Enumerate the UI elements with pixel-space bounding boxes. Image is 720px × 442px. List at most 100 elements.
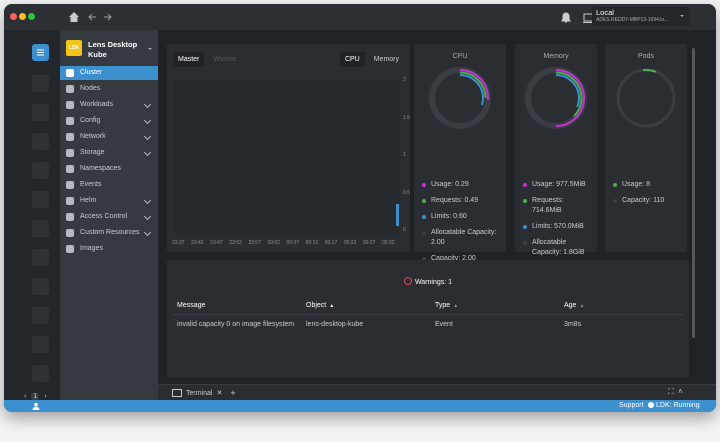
sidebar-item[interactable]: Access Control bbox=[60, 210, 158, 224]
hotbar-slot[interactable] bbox=[32, 336, 49, 353]
legend-dot bbox=[613, 199, 617, 203]
x-axis-label: 00:07 bbox=[286, 240, 300, 246]
status-bar: Support LDK: Running bbox=[4, 400, 716, 412]
sidebar-item[interactable]: Helm bbox=[60, 194, 158, 208]
hotbar-slot[interactable] bbox=[32, 162, 49, 179]
hotbar-slot[interactable] bbox=[32, 249, 49, 266]
sort-arrow: ▲ bbox=[453, 303, 459, 309]
legend-label: Limits: 0.60 bbox=[431, 213, 467, 220]
item-label: Images bbox=[80, 245, 103, 252]
catalog-button[interactable] bbox=[32, 44, 49, 61]
item-icon bbox=[66, 181, 74, 189]
hotbar-slot[interactable] bbox=[32, 104, 49, 121]
legend-item: Usage: 977.5MiB bbox=[523, 180, 591, 190]
legend-dot bbox=[422, 231, 426, 235]
legend-item: Allocatable Capacity: 1.8GiB bbox=[523, 238, 591, 258]
hotbar-slot[interactable] bbox=[32, 220, 49, 237]
close-button[interactable] bbox=[10, 13, 17, 20]
usage-bar bbox=[396, 204, 399, 226]
cluster-selector[interactable]: Local ADES.REDDY-MBP13-1694.lo... bbox=[592, 7, 690, 26]
item-label: Namespaces bbox=[80, 165, 121, 172]
hotbar-slot[interactable] bbox=[32, 133, 49, 150]
item-label: Custom Resources bbox=[80, 229, 140, 236]
hotbar-slot[interactable] bbox=[32, 191, 49, 208]
item-label: Cluster bbox=[80, 69, 103, 76]
legend-item: Capacity: 2.00 bbox=[422, 254, 500, 264]
table-cell: 3m8s bbox=[564, 321, 582, 328]
expand-chevron bbox=[143, 148, 152, 157]
dropdown-arrow[interactable] bbox=[148, 48, 152, 52]
scrollbar[interactable] bbox=[692, 48, 695, 338]
expand-chevron bbox=[143, 100, 152, 109]
hotbar-slot[interactable] bbox=[32, 365, 49, 382]
legend-label: Capacity: 110 bbox=[622, 197, 665, 204]
support-link[interactable]: Support bbox=[619, 402, 644, 409]
legend-label: Capacity: 2.00 bbox=[431, 255, 476, 262]
item-label: Config bbox=[80, 117, 101, 124]
sidebar-item[interactable]: Network bbox=[60, 130, 158, 144]
column-header-label: Age bbox=[564, 302, 577, 309]
prev-arrow[interactable]: ‹ bbox=[24, 392, 27, 400]
sidebar-item[interactable]: Cluster bbox=[60, 66, 158, 80]
metrics-tab[interactable]: CPU bbox=[339, 52, 365, 67]
y-axis-label: 2 bbox=[403, 77, 406, 83]
item-icon bbox=[66, 85, 74, 93]
x-axis-label: 23:52 bbox=[229, 240, 242, 246]
cluster-status-label: LDK: Running bbox=[656, 402, 700, 409]
item-icon bbox=[66, 69, 74, 77]
new-tab[interactable]: + bbox=[230, 388, 236, 398]
column-header[interactable]: Type ▲ bbox=[435, 302, 458, 309]
column-header-label: Object bbox=[306, 302, 327, 309]
expand-chevron bbox=[143, 132, 152, 141]
column-header-label: Type bbox=[435, 302, 451, 309]
hotbar-slot[interactable] bbox=[32, 278, 49, 295]
legend-item: Usage: 0.29 bbox=[422, 180, 500, 190]
minimize-button[interactable] bbox=[19, 13, 26, 20]
close-tab[interactable]: ✕ bbox=[216, 390, 223, 397]
x-axis-label: 23:37 bbox=[172, 240, 185, 246]
hotbar-slot[interactable] bbox=[32, 75, 49, 92]
legend-item: Requests: 0.49 bbox=[422, 196, 500, 206]
nav-buttons[interactable] bbox=[68, 11, 116, 23]
cpu-donut bbox=[429, 67, 491, 129]
memory-donut bbox=[525, 67, 587, 129]
hotbar-pager[interactable]: ‹ 1 › bbox=[24, 392, 58, 400]
legend-label: Requests: 714.6MiB bbox=[532, 197, 564, 214]
sidebar-item[interactable]: Namespaces bbox=[60, 162, 158, 176]
cluster-status[interactable]: LDK: Running bbox=[648, 402, 700, 409]
header-divider bbox=[173, 314, 683, 315]
metrics-tab[interactable]: Worker bbox=[213, 56, 236, 63]
sidebar-item[interactable]: Storage bbox=[60, 146, 158, 160]
metrics-tab[interactable]: Master bbox=[173, 52, 205, 67]
zoom-button[interactable] bbox=[28, 13, 35, 20]
warnings-header: Warnings: 1 bbox=[167, 277, 689, 286]
cluster-context: ADES.REDDY-MBP13-1694.lo... bbox=[596, 17, 669, 23]
user-icon[interactable] bbox=[32, 402, 40, 410]
sidebar-item[interactable]: Nodes bbox=[60, 82, 158, 96]
terminal-tab[interactable]: Terminal ✕ + bbox=[172, 388, 236, 398]
cpu-panel: CPU Usage: 0.29 Requests: 0.49 Limits: 0.60… bbox=[414, 44, 506, 262]
sidebar-item[interactable]: Images bbox=[60, 242, 158, 256]
pods-panel: Pods Usage: 8 Capacity: 110 bbox=[605, 44, 687, 252]
sidebar-item[interactable]: Events bbox=[60, 178, 158, 192]
memory-panel: Memory Usage: 977.5MiB Requests: 714.6MiB L… bbox=[515, 44, 597, 272]
x-axis-label: 23:42 bbox=[191, 240, 204, 246]
column-header[interactable]: Object ▲ bbox=[306, 302, 334, 309]
sidebar-item[interactable]: Config bbox=[60, 114, 158, 128]
item-label: Workloads bbox=[80, 101, 113, 108]
legend-label: Usage: 8 bbox=[622, 181, 651, 188]
sidebar-item[interactable]: Workloads bbox=[60, 98, 158, 112]
next-arrow[interactable]: › bbox=[44, 392, 47, 400]
column-header[interactable]: Age ▲ bbox=[564, 302, 584, 309]
item-icon bbox=[66, 197, 74, 205]
table-cell: invalid capacity 0 on image filesystem bbox=[177, 321, 295, 328]
metrics-tab[interactable]: Memory bbox=[373, 56, 399, 63]
x-axis-label: 00:12 bbox=[305, 240, 319, 246]
y-axis-label: 0.5 bbox=[403, 189, 410, 196]
hotbar-slot[interactable] bbox=[32, 307, 49, 324]
hotbar: ‹ 1 › bbox=[4, 30, 60, 400]
dock-controls[interactable]: ⛶ ˄ bbox=[668, 387, 683, 396]
sidebar-item[interactable]: Custom Resources bbox=[60, 226, 158, 240]
item-icon bbox=[66, 165, 74, 173]
